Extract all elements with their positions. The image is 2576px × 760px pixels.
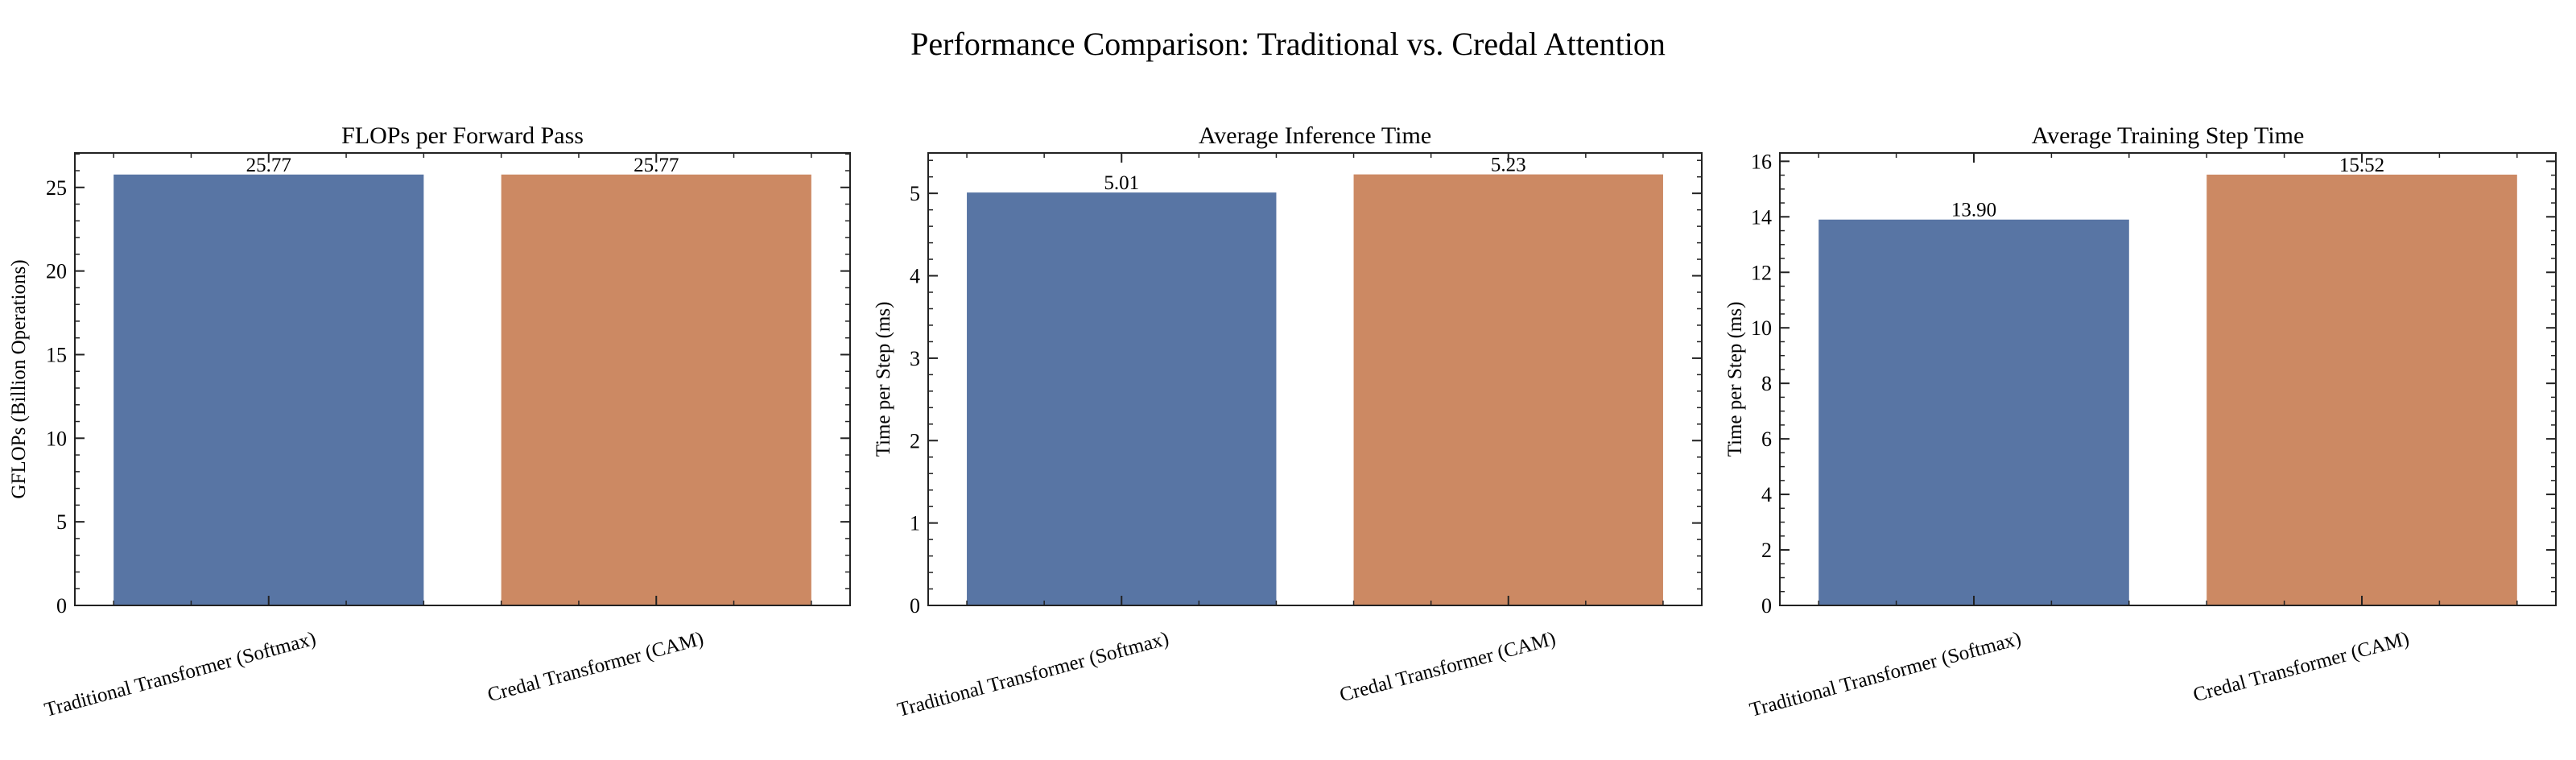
y-tick-label: 0 bbox=[1761, 594, 1772, 618]
figure-title: Performance Comparison: Traditional vs. … bbox=[910, 26, 1666, 62]
y-tick-label: 4 bbox=[910, 265, 920, 288]
x-tick-label: Credal Transformer (CAM) bbox=[1337, 628, 1558, 707]
x-tick-label: Traditional Transformer (Softmax) bbox=[42, 628, 318, 721]
y-tick-label: 10 bbox=[1751, 316, 1772, 340]
x-tick-label: Credal Transformer (CAM) bbox=[485, 628, 706, 707]
y-axis-label: Time per Step (ms) bbox=[1724, 302, 1746, 457]
y-tick-label: 5 bbox=[56, 510, 67, 534]
y-tick-label: 6 bbox=[1761, 428, 1772, 451]
y-tick-label: 14 bbox=[1751, 205, 1772, 229]
bar bbox=[2207, 174, 2517, 605]
y-tick-label: 8 bbox=[1761, 372, 1772, 395]
y-tick-label: 5 bbox=[910, 182, 920, 205]
y-tick-label: 3 bbox=[910, 347, 920, 370]
subplot-title: FLOPs per Forward Pass bbox=[341, 122, 584, 149]
bar bbox=[501, 174, 811, 606]
bar-value-label: 13.90 bbox=[1951, 200, 1996, 221]
x-tick-label: Traditional Transformer (Softmax) bbox=[1748, 628, 2024, 721]
axes-frame bbox=[74, 152, 851, 606]
bar bbox=[967, 192, 1277, 606]
x-tick-label: Credal Transformer (CAM) bbox=[2191, 628, 2412, 707]
y-tick-label: 12 bbox=[1751, 261, 1772, 284]
y-tick-label: 16 bbox=[1751, 150, 1772, 173]
y-tick-label: 0 bbox=[910, 594, 920, 618]
axes-frame bbox=[1779, 152, 2557, 606]
x-tick-label: Traditional Transformer (Softmax) bbox=[895, 628, 1171, 721]
subplot-title: Average Inference Time bbox=[1199, 122, 1431, 149]
bar-value-label: 5.01 bbox=[1104, 172, 1139, 194]
axes-frame bbox=[927, 152, 1703, 606]
bar bbox=[1818, 219, 2129, 605]
y-tick-label: 10 bbox=[46, 427, 67, 450]
y-tick-label: 1 bbox=[910, 512, 920, 535]
y-tick-label: 2 bbox=[1761, 539, 1772, 562]
y-tick-label: 4 bbox=[1761, 483, 1772, 506]
y-axis-label: Time per Step (ms) bbox=[873, 302, 894, 457]
y-tick-label: 2 bbox=[910, 429, 920, 452]
y-tick-label: 25 bbox=[46, 176, 67, 200]
bar bbox=[114, 174, 424, 606]
bar bbox=[1353, 174, 1663, 605]
y-tick-label: 15 bbox=[46, 343, 67, 366]
subplot-title: Average Training Step Time bbox=[2032, 122, 2305, 149]
y-tick-label: 20 bbox=[46, 260, 67, 283]
y-axis-label: GFLOPs (Billion Operations) bbox=[8, 259, 30, 498]
y-tick-label: 0 bbox=[56, 594, 67, 618]
